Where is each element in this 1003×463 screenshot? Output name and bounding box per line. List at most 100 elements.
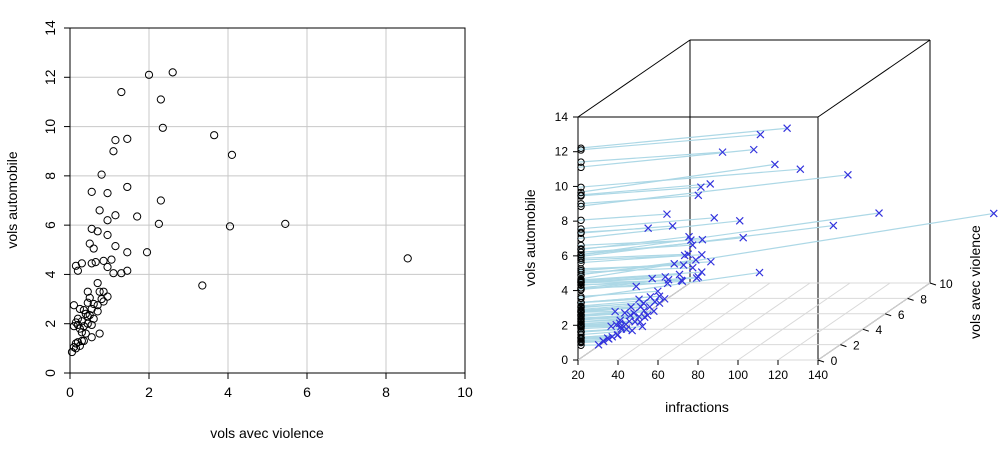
data-point [636,317,645,326]
data-point [697,268,706,276]
drop-lines [577,127,994,346]
y-axis-label: vols automobile [4,151,20,248]
projected-point [577,200,585,208]
depth-tick [840,344,847,348]
data-point [85,239,94,248]
x-tick-label: 80 [691,368,705,382]
data-point [79,336,88,346]
x-tick-label: 10 [457,384,473,400]
scatter-plot-3d: 20 40 60 80 100 120 140 0 2 4 6 8 10 0 2 4 6 8 10 12 14 in… [522,39,998,415]
data-point [77,328,86,337]
data-point [739,233,748,242]
data-point [93,227,102,236]
data-point [663,210,671,219]
data-point [95,206,104,215]
floor-grid-line [617,282,731,361]
data-point [875,209,883,217]
projected-point [577,163,585,172]
data-point [225,222,235,231]
y-tick-label: 8 [42,172,58,180]
z-tick-label: 0 [561,353,568,367]
data-point [107,255,116,264]
data-point [77,259,86,268]
projected-point [577,275,585,283]
data-point [156,196,165,205]
scatter-plot-2d: 0 2 4 6 8 10 0 2 4 6 8 10 12 14 vols avec violence v… [4,20,473,441]
drop-line [577,151,723,163]
data-point [664,275,673,284]
data-point [123,134,132,143]
projected-point [577,191,585,199]
depth-tick [907,297,914,301]
data-point [640,306,649,315]
data-point [620,309,629,317]
data-point [675,270,684,279]
data-point [599,337,608,346]
drop-line [577,253,689,260]
data-point [607,322,616,331]
data-point [735,216,744,225]
data-point [843,170,852,179]
data-point [227,150,237,160]
x-axis: 20 40 60 80 100 120 140 [571,360,828,382]
projected-point [577,158,585,166]
x-tick-label: 8 [382,384,390,400]
data-point [87,187,96,196]
projected-point [577,286,585,294]
data-point [69,322,79,331]
drop-line [577,174,848,207]
drop-line [577,183,711,196]
y-tick-label: 4 [42,270,58,278]
data-point [644,224,653,233]
data-point [678,277,687,286]
drop-line [577,273,680,282]
grid [69,27,466,374]
data-point [89,314,98,323]
depth-tick [862,328,869,332]
depth-tick [885,313,892,317]
projected-point [577,246,585,254]
data-point [73,266,83,275]
data-point [87,259,96,268]
drop-line [577,277,653,284]
y-tick-label: 6 [42,221,58,229]
drop-line [577,290,658,298]
x-tick-label: 0 [66,384,74,400]
data-point [613,330,622,339]
data-point [756,130,765,139]
data-point [718,148,727,157]
y-axis: 0 2 4 6 8 10 12 14 [42,20,70,377]
data-point [783,124,792,133]
projected-point [577,216,585,224]
data-point [694,191,703,200]
projected-point [577,299,585,307]
drop-line [577,213,668,221]
floor-grid-line [657,282,771,361]
depth-tick-label: 0 [831,354,838,368]
floor-grid-line [777,282,891,361]
data-point [688,263,697,272]
data-point [710,213,719,222]
floor-grid-line [697,282,811,361]
data-point [89,299,98,309]
drop-line [577,276,699,289]
data-point [698,235,707,244]
x-tick-label: 120 [768,368,788,382]
projected-point [577,241,585,250]
data-point [95,329,104,338]
data-point [670,259,679,268]
data-point [111,136,120,145]
data-point [168,68,177,77]
data-point [97,170,106,179]
data-point [626,311,635,320]
data-points [594,124,998,349]
data-point [616,322,625,331]
z-tick-label: 8 [561,214,568,228]
z-tick-label: 2 [561,318,568,332]
data-point [655,299,664,308]
drop-line [577,302,660,311]
depth-tick [817,359,825,363]
projected-point [577,229,585,237]
data-point [403,254,412,263]
depth-tick-label: 2 [853,339,860,353]
